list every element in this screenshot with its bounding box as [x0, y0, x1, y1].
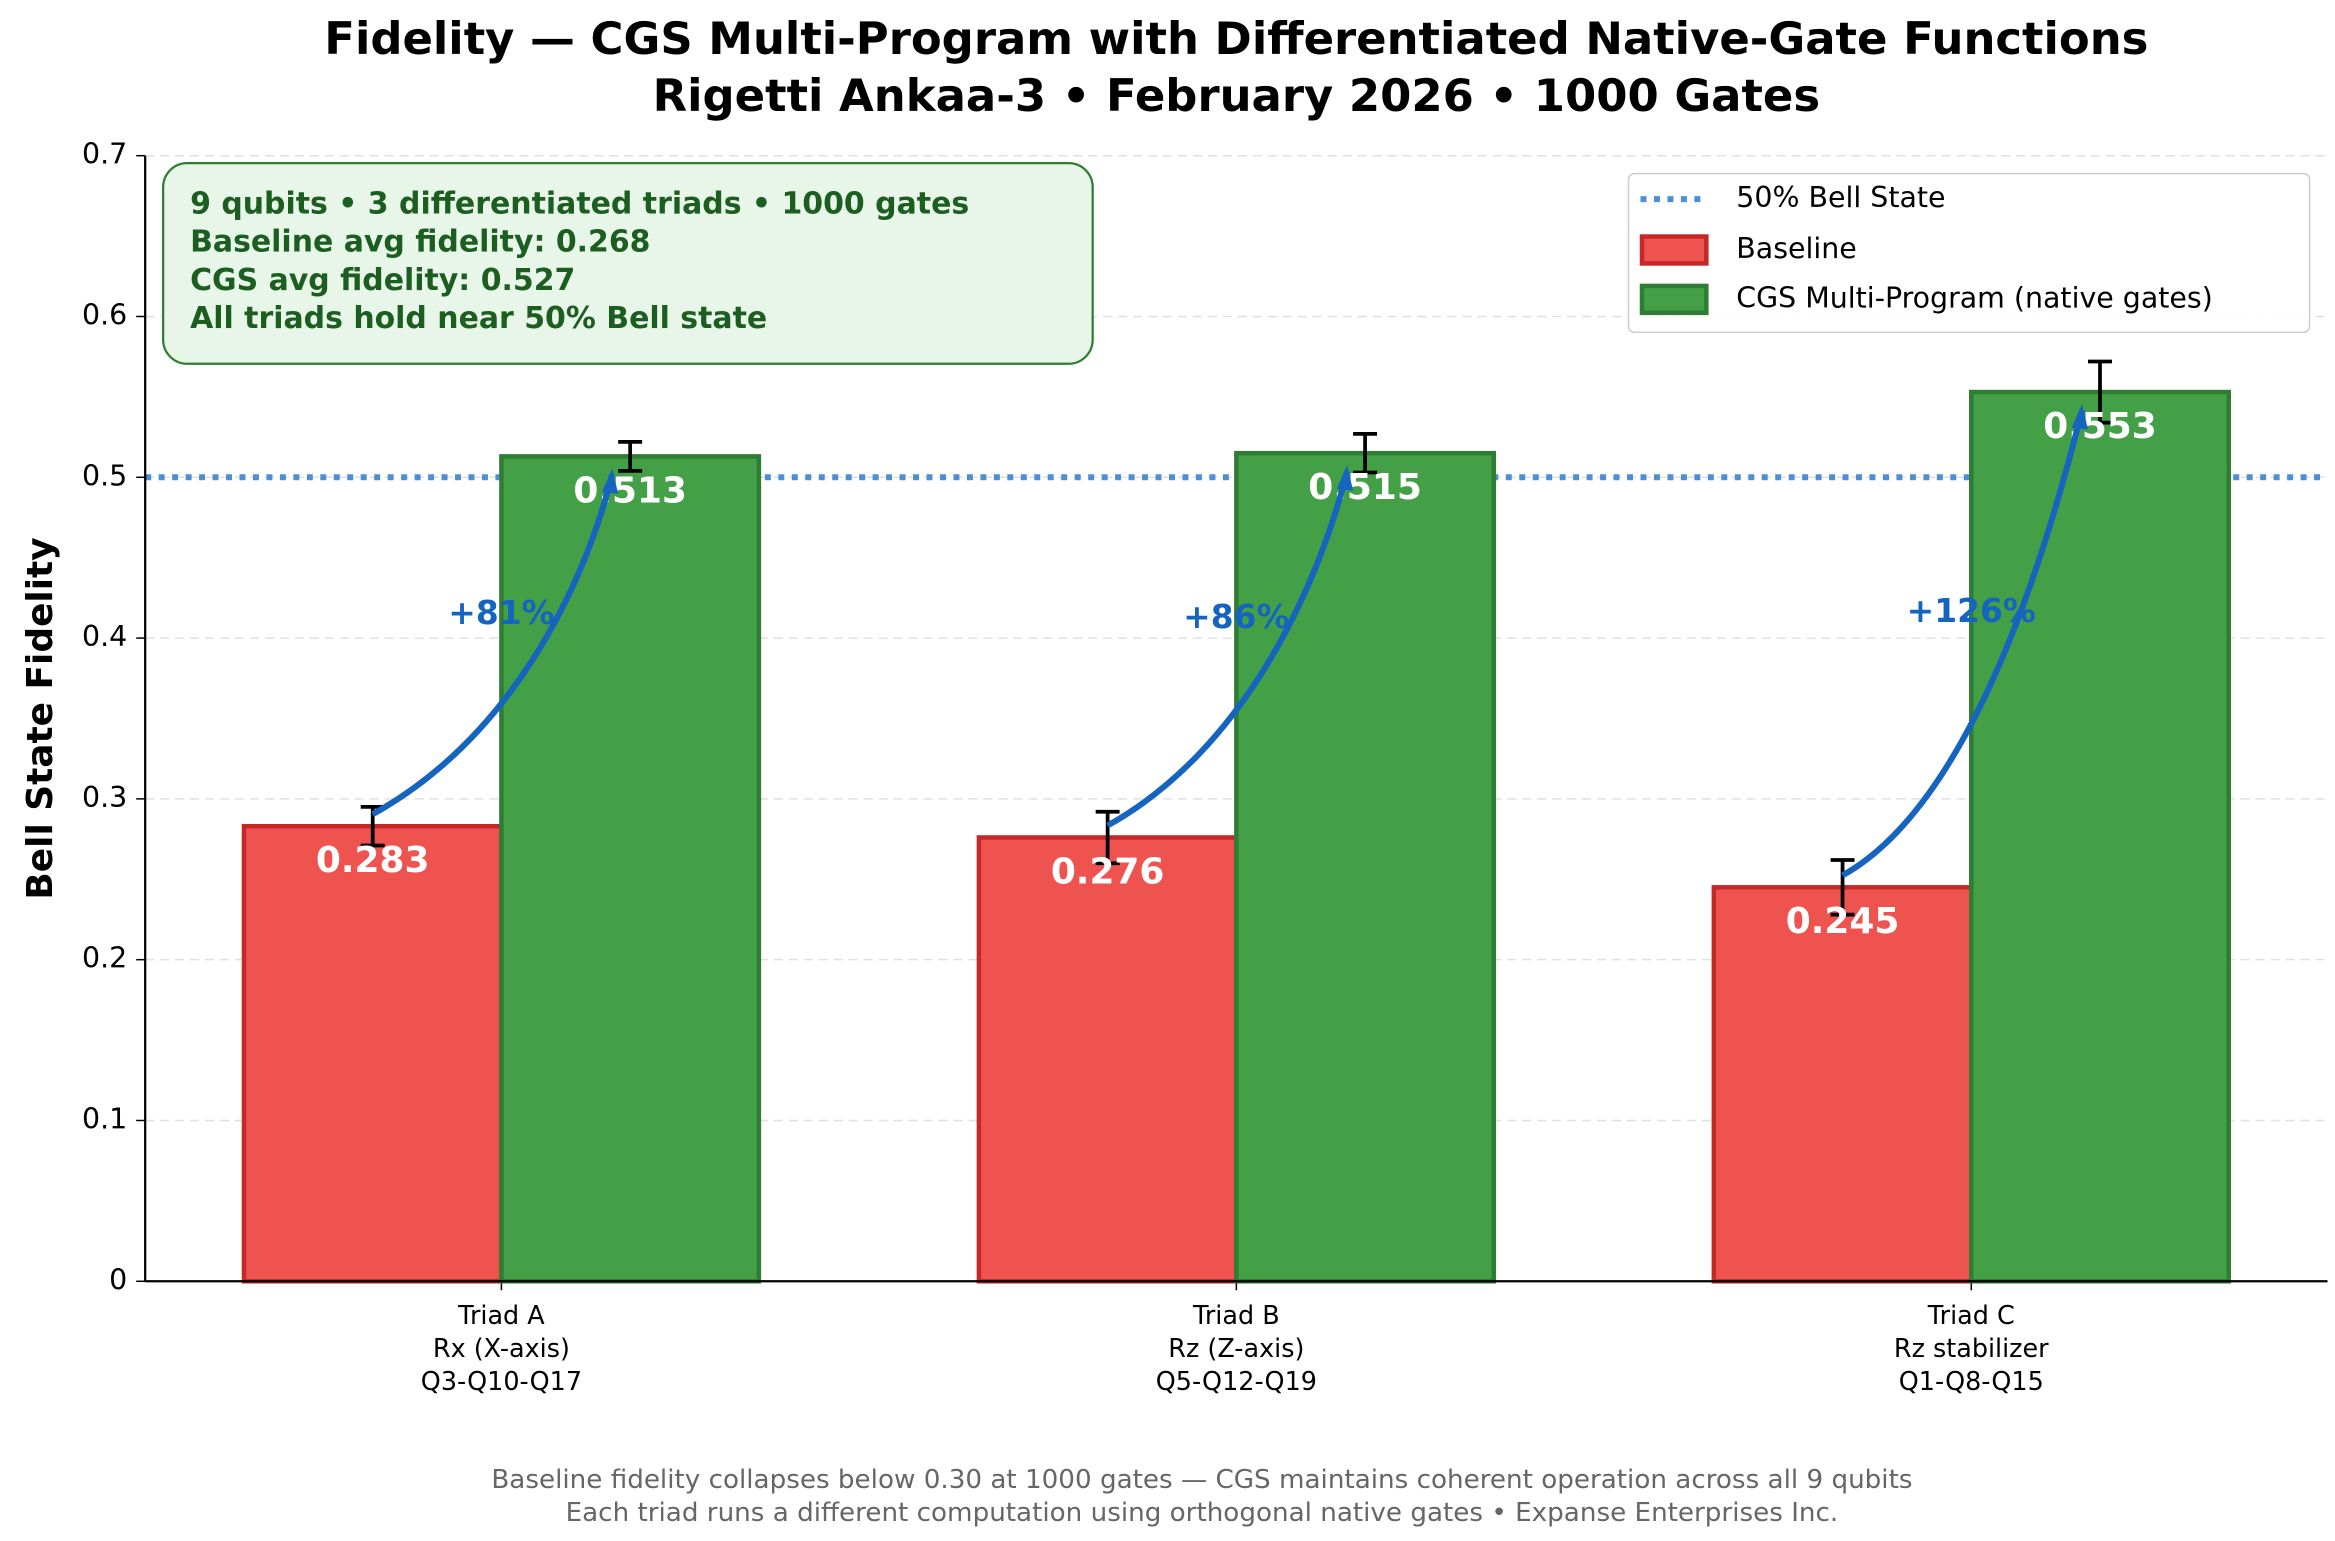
bar — [1711, 885, 1974, 1284]
legend-box — [1627, 172, 2311, 334]
footer-text: Baseline fidelity collapses below 0.30 a… — [491, 1465, 1912, 1495]
improvement-label: +81% — [448, 593, 554, 632]
value-label: 0.513 — [573, 470, 687, 511]
bar — [976, 835, 1239, 1284]
y-tick-label: 0.7 — [82, 138, 127, 171]
improvement-arrow — [1106, 470, 1351, 829]
bar — [1969, 389, 2231, 1284]
y-tick-label: 0.4 — [82, 620, 127, 653]
info-box — [162, 162, 1094, 365]
x-tick-label: Rz stabilizer — [1894, 1333, 2049, 1363]
info-text: Baseline avg fidelity: 0.268 — [190, 225, 650, 260]
y-tick-label: 0 — [109, 1263, 127, 1296]
y-tick-label: 0.6 — [82, 298, 127, 331]
chart-title: Fidelity — CGS Multi-Program with Differ… — [324, 12, 2148, 65]
value-label: 0.515 — [1308, 467, 1422, 508]
value-label: 0.245 — [1786, 901, 1900, 942]
improvement-label: +126% — [1907, 591, 2036, 630]
x-tick-label: Rx (X-axis) — [433, 1333, 570, 1363]
x-tick-label: Q1-Q8-Q15 — [1899, 1366, 2044, 1396]
improvement-arrow — [1841, 409, 2085, 878]
arrow-head — [1336, 465, 1354, 491]
legend-label: Baseline — [1736, 232, 1857, 265]
info-text: CGS avg fidelity: 0.527 — [190, 263, 575, 298]
improvement-arrow — [371, 473, 616, 817]
arrow-head — [601, 468, 619, 494]
bar — [1234, 450, 1497, 1284]
x-tick-label: Rz (Z-axis) — [1168, 1333, 1304, 1363]
x-tick-label: Triad A — [457, 1300, 545, 1330]
x-tick-label: Triad B — [1192, 1300, 1280, 1330]
legend-label: CGS Multi-Program (native gates) — [1736, 281, 2213, 314]
value-label: 0.553 — [2043, 406, 2157, 447]
value-label: 0.276 — [1051, 851, 1165, 892]
bar — [241, 823, 504, 1284]
y-tick-label: 0.2 — [82, 942, 127, 975]
info-text: All triads hold near 50% Bell state — [190, 301, 767, 336]
footer-text: Each triad runs a different computation … — [566, 1498, 1839, 1528]
x-tick-label: Triad C — [1927, 1300, 2015, 1330]
legend-label: 50% Bell State — [1736, 181, 1945, 214]
y-tick-label: 0.3 — [82, 781, 127, 814]
y-tick-label: 0.1 — [82, 1102, 127, 1135]
y-tick-label: 0.5 — [82, 459, 127, 492]
value-label: 0.283 — [316, 840, 430, 881]
x-tick-label: Q3-Q10-Q17 — [421, 1366, 582, 1396]
info-text: 9 qubits • 3 differentiated triads • 100… — [190, 187, 969, 222]
legend-swatch — [1639, 283, 1709, 316]
chart-subtitle: Rigetti Ankaa-3 • February 2026 • 1000 G… — [653, 69, 1821, 122]
x-tick-label: Q5-Q12-Q19 — [1156, 1366, 1317, 1396]
improvement-label: +86% — [1183, 597, 1289, 636]
arrow-head — [2071, 404, 2089, 430]
bar — [499, 454, 762, 1284]
y-axis-label: Bell State Fidelity — [20, 537, 61, 899]
legend-swatch — [1639, 234, 1709, 266]
